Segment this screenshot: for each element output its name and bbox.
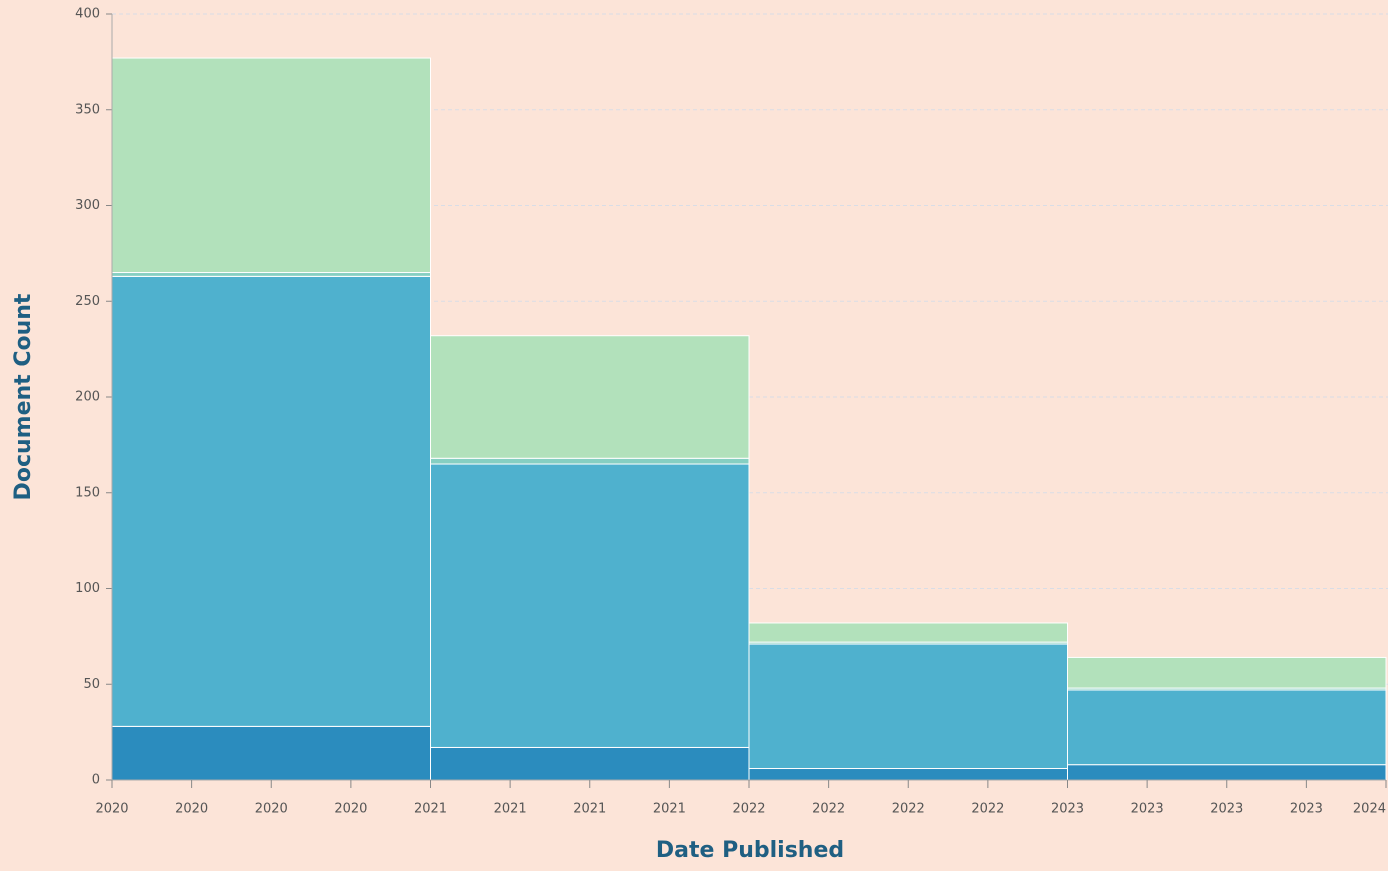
y-tick-label: 50 [83, 677, 100, 692]
x-tick-label: 2020 [175, 802, 208, 817]
x-tick-label: 2023 [1131, 802, 1164, 817]
x-tick-label: 2020 [95, 802, 128, 817]
x-tick-label: 2022 [892, 802, 925, 817]
bar-segment [430, 463, 750, 748]
x-tick-label: 2021 [414, 802, 447, 817]
bar-segment [111, 272, 431, 277]
y-axis-title: Document Count [11, 293, 36, 500]
x-tick-label: 2020 [334, 802, 367, 817]
bar-segment [1067, 689, 1387, 766]
y-tick-label: 0 [92, 773, 100, 788]
bar-segment [111, 57, 431, 274]
y-tick-label: 350 [75, 102, 100, 117]
bar-segment [430, 746, 750, 781]
y-tick-label: 200 [75, 390, 100, 405]
bar-segment [111, 725, 431, 781]
bar-segment [430, 335, 750, 459]
y-tick-label: 250 [75, 294, 100, 309]
bar-segment [1067, 656, 1387, 689]
bar-segment [748, 643, 1068, 770]
x-tick-label: 2023 [1290, 802, 1323, 817]
x-tick-label: 2022 [971, 802, 1004, 817]
x-tick-label: 2022 [812, 802, 845, 817]
y-tick-label: 300 [75, 198, 100, 213]
x-tick-label: 2023 [1051, 802, 1084, 817]
x-tick-label: 2023 [1210, 802, 1243, 817]
x-axis-title: Date Published [656, 838, 844, 863]
bar-segment [1067, 764, 1387, 781]
y-tick-label: 100 [75, 581, 100, 596]
x-tick-label: 2020 [255, 802, 288, 817]
y-tick-label: 150 [75, 485, 100, 500]
x-tick-label: 2021 [494, 802, 527, 817]
y-tick-label: 400 [75, 7, 100, 22]
bar-segment [748, 768, 1068, 781]
bar-segment [111, 275, 431, 727]
bar-segment [430, 457, 750, 465]
bar-segment [748, 622, 1068, 643]
x-tick-label: 2021 [573, 802, 606, 817]
x-tick-label: 2022 [732, 802, 765, 817]
x-tick-label: 2024 [1353, 802, 1386, 817]
x-tick-label: 2021 [653, 802, 686, 817]
